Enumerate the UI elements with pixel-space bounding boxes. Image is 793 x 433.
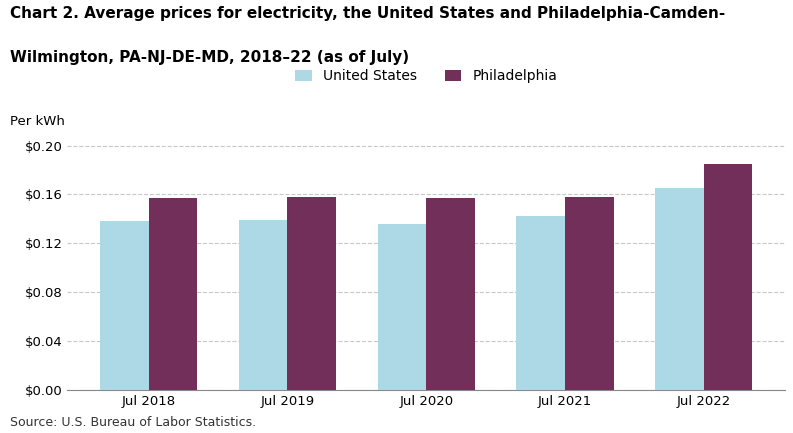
Text: Wilmington, PA-NJ-DE-MD, 2018–22 (as of July): Wilmington, PA-NJ-DE-MD, 2018–22 (as of … [10, 50, 409, 65]
Bar [148, 198, 197, 390]
Bar [100, 221, 148, 390]
Text: Per kWh: Per kWh [10, 115, 65, 128]
Text: Source: U.S. Bureau of Labor Statistics.: Source: U.S. Bureau of Labor Statistics. [10, 416, 256, 429]
Bar [704, 164, 753, 390]
Bar [427, 198, 475, 390]
Bar [516, 216, 565, 390]
Text: Chart 2. Average prices for electricity, the United States and Philadelphia-Camd: Chart 2. Average prices for electricity,… [10, 6, 726, 22]
Bar [287, 197, 336, 390]
Bar [655, 188, 704, 390]
Legend: United States, Philadelphia: United States, Philadelphia [295, 69, 557, 83]
Bar [239, 220, 287, 390]
Bar [377, 224, 427, 390]
Bar [565, 197, 614, 390]
